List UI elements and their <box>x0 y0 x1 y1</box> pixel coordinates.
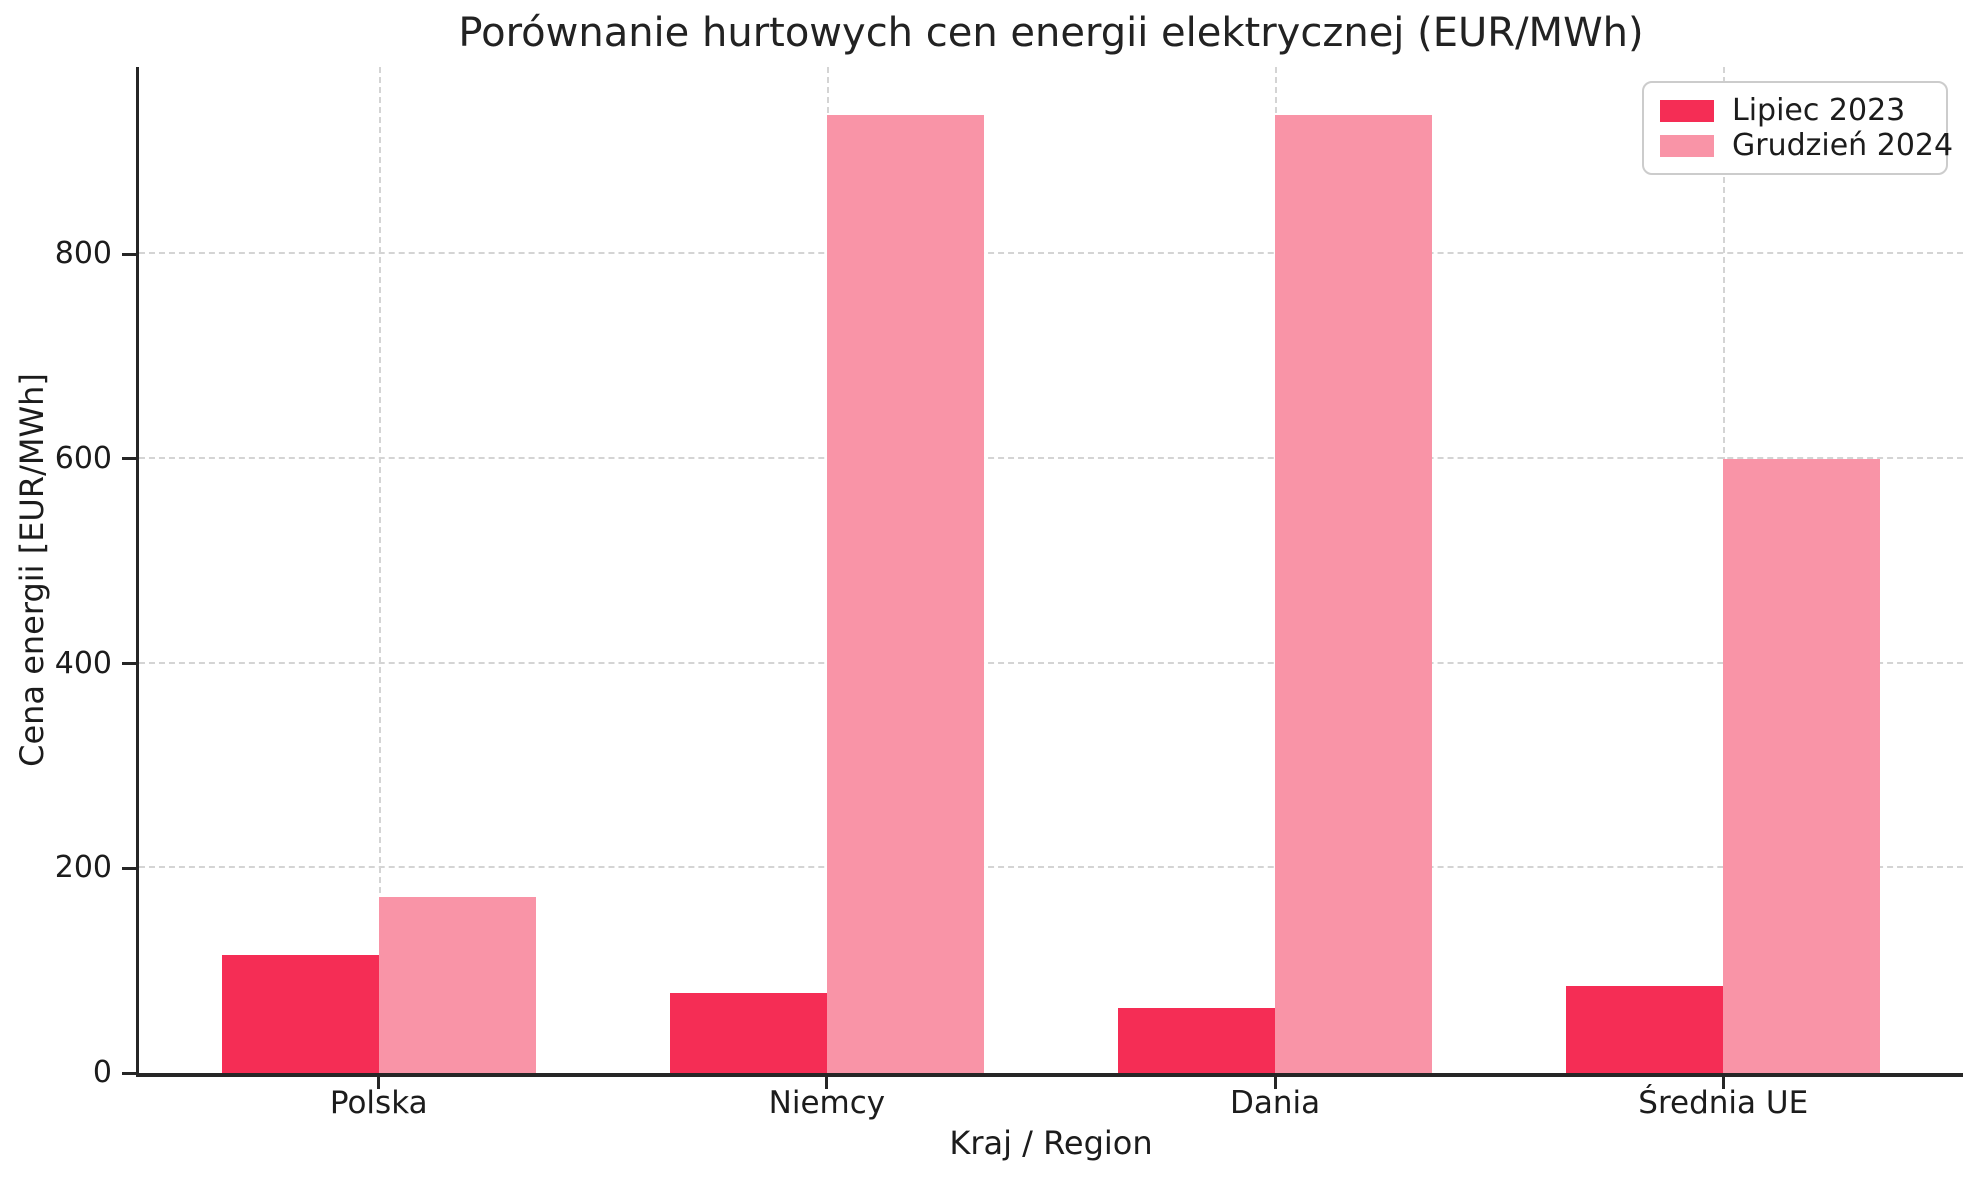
y-tick-label: 600 <box>54 440 112 476</box>
x-axis-label: Kraj / Region <box>949 1124 1153 1162</box>
legend-swatch <box>1660 99 1714 122</box>
legend: Lipiec 2023 Grudzień 2024 <box>1642 81 1953 175</box>
y-tick-label: 800 <box>54 236 112 272</box>
y-tick-mark <box>122 252 136 256</box>
bar <box>378 896 536 1073</box>
plot-area <box>139 67 1963 1073</box>
x-tick-mark <box>377 1077 381 1089</box>
bar <box>1566 986 1724 1073</box>
y-axis-label: Cena energii [EUR/MWh] <box>13 373 51 767</box>
bar <box>1118 1007 1276 1073</box>
y-tick-mark <box>122 866 136 870</box>
bar <box>221 955 379 1073</box>
legend-label: Grudzień 2024 <box>1732 127 1954 163</box>
y-gridline <box>139 252 1963 255</box>
y-gridline <box>139 661 1963 664</box>
y-tick-mark <box>122 1071 136 1075</box>
y-tick-label: 400 <box>54 645 112 681</box>
x-tick-mark <box>1721 1077 1725 1089</box>
y-gridline <box>139 866 1963 869</box>
bar <box>1275 115 1432 1073</box>
legend-swatch <box>1660 134 1714 157</box>
bar <box>1723 458 1881 1073</box>
bar <box>670 993 827 1073</box>
legend-label: Lipiec 2023 <box>1732 92 1906 128</box>
x-tick-mark <box>1273 1077 1277 1089</box>
x-axis-spine <box>136 1073 1963 1077</box>
legend-item: Lipiec 2023 <box>1660 92 1930 128</box>
y-tick-mark <box>122 457 136 461</box>
x-tick-label: Polska <box>329 1085 428 1121</box>
x-tick-label: Średnia UE <box>1638 1085 1809 1121</box>
x-tick-label: Dania <box>1230 1085 1321 1121</box>
chart-title: Porównanie hurtowych cen energii elektry… <box>458 10 1644 56</box>
x-tick-mark <box>825 1077 829 1089</box>
y-tick-mark <box>122 662 136 666</box>
y-tick-label: 0 <box>92 1055 112 1090</box>
x-gridline <box>378 67 381 1073</box>
y-tick-label: 200 <box>54 850 112 886</box>
y-gridline <box>139 456 1963 459</box>
x-tick-label: Niemcy <box>768 1085 886 1121</box>
y-axis-spine <box>136 67 139 1077</box>
bar <box>826 115 984 1073</box>
legend-item: Grudzień 2024 <box>1660 129 1953 162</box>
